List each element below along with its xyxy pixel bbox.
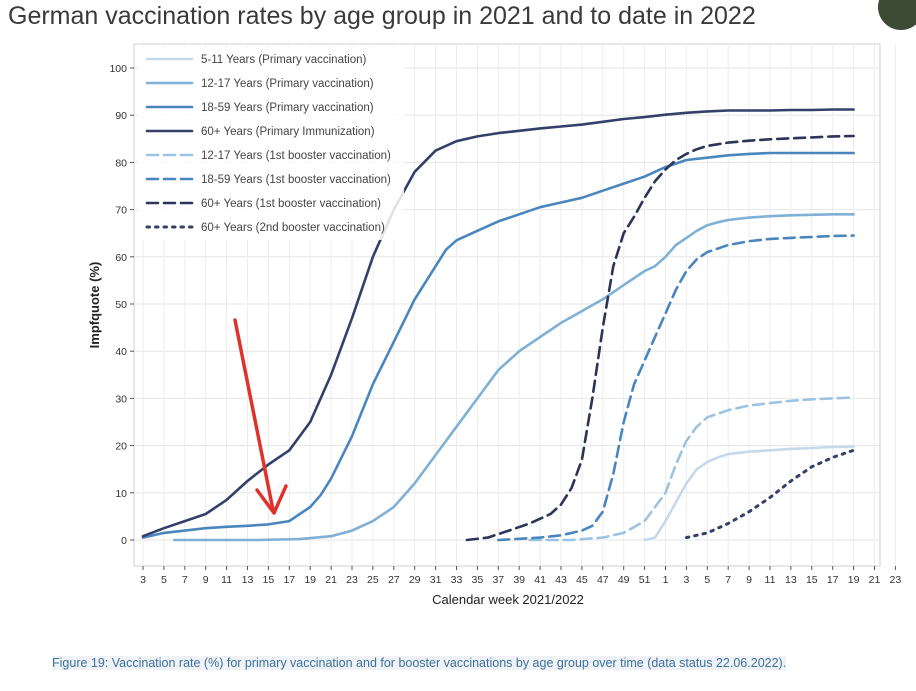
series-line-5 — [528, 396, 855, 542]
x-tick-label: 1 — [663, 574, 669, 586]
x-tick-label: 9 — [203, 574, 209, 586]
legend-label: 5-11 Years (Primary vaccination) — [201, 54, 366, 66]
x-tick-label: 7 — [182, 574, 188, 586]
x-tick-label: 23 — [890, 574, 902, 586]
series-line-3 — [141, 151, 855, 539]
x-tick-label: 25 — [367, 574, 379, 586]
x-tick-label: 23 — [346, 574, 358, 586]
y-tick-label: 100 — [109, 63, 127, 75]
legend-label: 12-17 Years (Primary vaccination) — [201, 78, 374, 90]
x-tick-label: 9 — [746, 574, 752, 586]
x-tick-label: 5 — [161, 574, 167, 586]
y-tick-label: 70 — [115, 205, 127, 217]
x-tick-label: 31 — [430, 574, 442, 586]
x-tick-label: 27 — [388, 574, 400, 586]
legend-background — [138, 47, 404, 240]
x-tick-labels: 3 5 7 9 11 13 15 17 19 21 23 25 27 29 31 33 35 37 39 41 43 45… — [140, 566, 901, 586]
red-arrow-annotation — [233, 318, 288, 515]
y-tick-label: 20 — [115, 441, 127, 453]
x-tick-label: 19 — [304, 574, 316, 586]
x-tick-label: 37 — [492, 574, 504, 586]
x-tick-label: 19 — [848, 574, 860, 586]
x-tick-label: 13 — [785, 574, 797, 586]
x-tick-label: 41 — [534, 574, 546, 586]
x-tick-label: 33 — [451, 574, 463, 586]
x-tick-label: 51 — [639, 574, 651, 586]
y-axis-label: Impfquote (%) — [87, 262, 102, 349]
legend: 5-11 Years (Primary vaccination) 12-17 Ye… — [145, 54, 391, 234]
figure-caption-text: Figure 19: Vaccination rate (%) for prim… — [52, 656, 787, 670]
x-tick-label: 17 — [283, 574, 295, 586]
y-tick-label: 40 — [115, 346, 127, 358]
x-tick-label: 15 — [806, 574, 818, 586]
x-tick-label: 35 — [472, 574, 484, 586]
legend-label: 18-59 Years (1st booster vaccination) — [201, 174, 391, 186]
x-tick-label: 11 — [765, 574, 776, 586]
legend-label: 12-17 Years (1st booster vaccination) — [201, 150, 391, 162]
x-tick-label: 11 — [221, 574, 232, 586]
x-tick-label: 13 — [242, 574, 254, 586]
y-tick-label: 0 — [121, 535, 127, 547]
legend-label: 18-59 Years (Primary vaccination) — [201, 102, 374, 114]
legend-label: 60+ Years (2nd booster vaccination) — [201, 222, 385, 234]
series-line-6 — [497, 234, 855, 542]
y-tick-label: 50 — [115, 299, 127, 311]
series-line-2 — [173, 213, 855, 542]
y-tick-labels: 0 10 20 30 40 50 60 70 80 90 100 — [109, 63, 134, 547]
x-tick-label: 3 — [683, 574, 689, 586]
page-title: German vaccination rates by age group in… — [8, 2, 756, 30]
x-tick-label: 29 — [409, 574, 421, 586]
x-tick-label: 39 — [513, 574, 525, 586]
x-axis-label: Calendar week 2021/2022 — [432, 592, 584, 607]
x-tick-label: 7 — [725, 574, 731, 586]
series-line-1 — [643, 445, 855, 542]
y-tick-label: 10 — [115, 488, 127, 500]
series-lines — [141, 108, 856, 542]
arrow-shaft — [233, 318, 275, 512]
x-tick-label: 47 — [597, 574, 609, 586]
y-tick-label: 60 — [115, 252, 127, 264]
x-tick-label: 45 — [576, 574, 588, 586]
legend-label: 60+ Years (1st booster vaccination) — [201, 198, 381, 210]
figure-caption: Figure 19: Vaccination rate (%) for prim… — [52, 654, 898, 672]
x-tick-label: 15 — [263, 574, 275, 586]
y-tick-label: 30 — [115, 393, 127, 405]
x-tick-label: 21 — [325, 574, 337, 586]
series-line-8 — [684, 448, 856, 540]
y-tick-label: 80 — [115, 157, 127, 169]
legend-label: 60+ Years (Primary Immunization) — [201, 126, 375, 138]
x-tick-label: 5 — [704, 574, 710, 586]
x-tick-label: 49 — [618, 574, 630, 586]
x-tick-label: 43 — [555, 574, 567, 586]
arrow-head — [255, 484, 288, 515]
series-line-4 — [141, 108, 855, 538]
x-tick-label: 17 — [827, 574, 839, 586]
series-line-7 — [465, 134, 855, 542]
y-tick-label: 90 — [115, 110, 127, 122]
x-tick-label: 21 — [869, 574, 881, 586]
x-tick-label: 3 — [140, 574, 146, 586]
